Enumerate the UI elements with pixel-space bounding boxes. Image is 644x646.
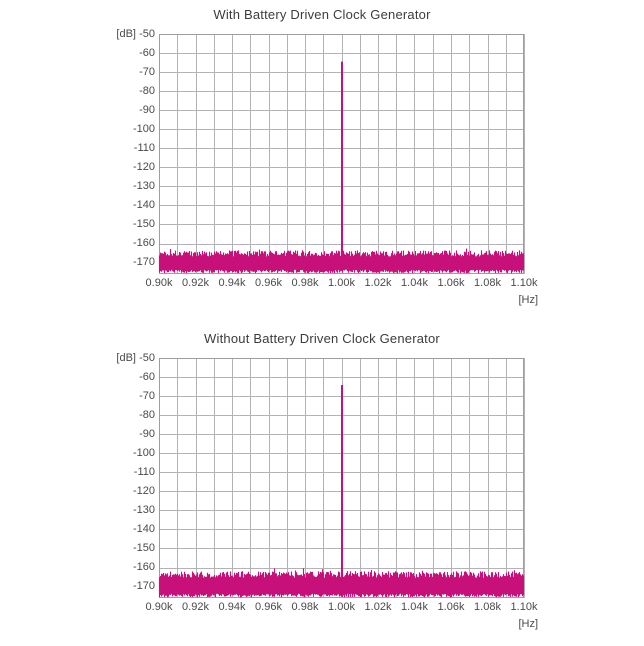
y-tick-label: -80 (139, 84, 155, 97)
y-tick-label: -120 (132, 484, 155, 497)
y-tick-label: -170 (132, 256, 155, 269)
x-tick-label: 0.98k (291, 601, 319, 613)
x-tick-label: 1.08k (474, 277, 501, 289)
y-tick-label: -150 (132, 217, 155, 230)
y-tick-label: -110 (133, 141, 155, 154)
y-tick-label: -50 (139, 351, 155, 364)
noise-floor-trace (158, 247, 525, 274)
y-tick-label: -140 (132, 522, 155, 535)
y-tick-label: -100 (132, 122, 155, 135)
y-tick-label: -60 (139, 370, 155, 383)
y-tick-label: -160 (132, 237, 155, 250)
x-tick-label: 0.96k (255, 277, 282, 289)
x-tick-label: 1.02k (364, 277, 392, 289)
x-tick-label: 1.10k (510, 601, 538, 613)
y-tick-label: -90 (139, 103, 155, 116)
x-tick-label: 0.94k (218, 601, 246, 613)
y-tick-label: -70 (139, 65, 155, 78)
y-tick-label: -80 (139, 408, 155, 421)
noise-floor-trace (158, 568, 525, 598)
x-tick-label: 0.96k (255, 601, 282, 613)
y-tick-label: -140 (132, 198, 155, 211)
plot-border (159, 358, 524, 598)
y-axis-unit-label: [dB] (116, 27, 136, 40)
x-tick-label: 0.92k (182, 277, 209, 289)
x-tick-label: 1.10k (510, 277, 538, 289)
x-tick-label: 1.04k (401, 277, 428, 289)
y-tick-label: -130 (132, 179, 155, 192)
y-tick-label: -50 (139, 27, 155, 40)
x-tick-label: 1.00k (328, 601, 355, 613)
y-tick-label: -60 (139, 46, 155, 59)
x-tick-label: 1.08k (474, 601, 501, 613)
y-axis-unit-label: [dB] (116, 351, 136, 364)
chart-title: With Battery Driven Clock Generator (213, 7, 431, 22)
x-tick-label: 0.94k (218, 277, 246, 289)
x-tick-label: 1.06k (437, 601, 465, 613)
y-tick-label: -130 (132, 503, 155, 516)
x-tick-label: 1.04k (401, 601, 428, 613)
y-tick-label: -120 (132, 160, 155, 173)
x-tick-label: 0.90k (145, 277, 173, 289)
y-tick-label: -150 (132, 541, 155, 554)
chart-with-battery-clock: With Battery Driven Clock Generator -50 -… (0, 0, 644, 322)
y-tick-label: -100 (132, 446, 155, 459)
x-axis-unit-label: [Hz] (518, 294, 538, 306)
x-axis-unit-label: [Hz] (518, 618, 538, 630)
y-tick-label: -110 (133, 465, 155, 478)
spectrum-plot (158, 358, 525, 598)
x-tick-label: 1.02k (364, 601, 392, 613)
plot-border (159, 34, 524, 274)
x-tick-label: 0.98k (291, 277, 319, 289)
x-tick-label: 1.06k (437, 277, 465, 289)
x-tick-label: 1.00k (328, 277, 355, 289)
chart-without-battery-clock: Without Battery Driven Clock Generator -… (0, 324, 644, 646)
chart-title: Without Battery Driven Clock Generator (204, 331, 440, 346)
y-tick-label: -160 (132, 561, 155, 574)
x-tick-label: 0.92k (182, 601, 209, 613)
y-tick-label: -90 (139, 427, 155, 440)
y-tick-label: -70 (139, 389, 155, 402)
spectrum-plot (158, 34, 525, 274)
y-tick-label: -170 (132, 580, 155, 593)
x-tick-label: 0.90k (145, 601, 173, 613)
